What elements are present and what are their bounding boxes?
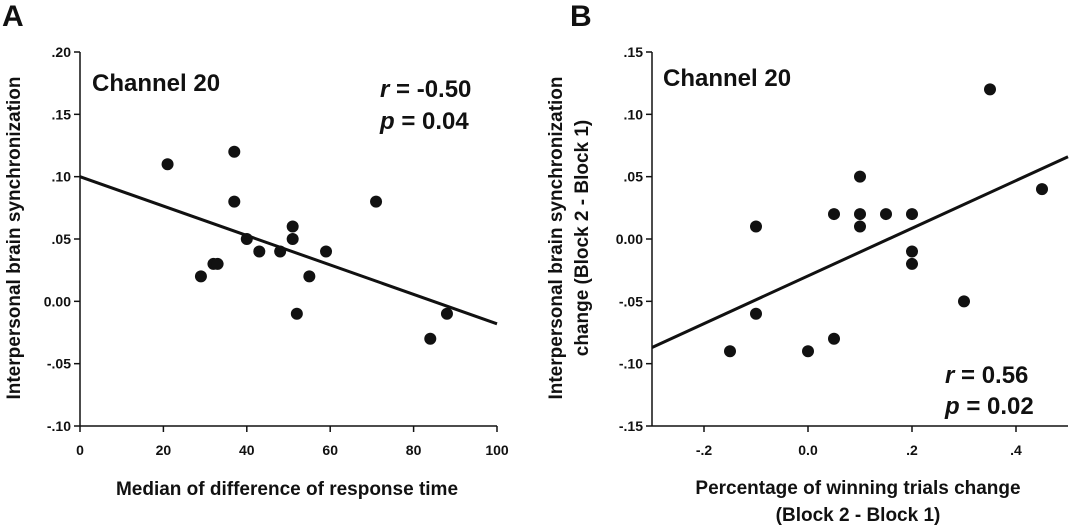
data-point	[228, 195, 241, 208]
data-point	[211, 257, 224, 270]
panel-b-x-axis-label-line2: (Block 2 - Block 1)	[776, 505, 941, 526]
y-tick-label: .10	[52, 169, 72, 185]
y-tick-label: -.05	[47, 356, 71, 372]
data-point	[828, 332, 840, 345]
x-tick-label: 40	[239, 442, 255, 458]
regression-line	[79, 175, 498, 326]
data-point	[1036, 183, 1048, 196]
panel-b-letter: B	[570, 0, 592, 33]
x-tick-label: .4	[1010, 442, 1022, 458]
panel-a-x-axis-label: Median of difference of response time	[116, 479, 458, 500]
x-tick-label: -.2	[696, 442, 713, 458]
panel-b-y-axis-label-line1: Interpersonal brain synchronization	[546, 76, 567, 399]
data-point	[228, 145, 241, 158]
y-tick-label: .10	[624, 106, 644, 122]
data-point	[424, 332, 437, 345]
x-tick-label: 20	[156, 442, 172, 458]
panel-a-letter: A	[2, 0, 24, 33]
data-point	[854, 220, 866, 233]
data-point	[750, 220, 762, 233]
data-point	[320, 245, 333, 258]
data-point	[724, 345, 736, 358]
x-tick-label: 100	[485, 442, 509, 458]
panel-b-x-ticks: -.2 0.0 .2 .4	[696, 426, 1022, 458]
y-tick-label: -.05	[619, 293, 643, 309]
data-point	[906, 257, 918, 270]
panel-b-y-axis-label-line2: change (Block 2 - Block 1)	[572, 120, 593, 357]
panel-a-p-stat: p = 0.04	[379, 108, 469, 135]
data-point	[240, 233, 253, 245]
data-point	[303, 270, 316, 283]
panel-b-p-stat: p = 0.02	[944, 393, 1034, 420]
y-tick-label: .05	[52, 231, 72, 247]
y-tick-label: .05	[624, 169, 644, 185]
panel-a-r-stat: r = -0.50	[380, 76, 471, 103]
y-tick-label: 0.00	[44, 293, 71, 309]
data-point	[440, 307, 453, 320]
panel-b-x-axis-label-line1: Percentage of winning trials change	[695, 478, 1020, 499]
panel-a-channel-label: Channel 20	[92, 70, 220, 97]
data-point	[828, 208, 840, 221]
y-tick-label: 0.00	[616, 231, 643, 247]
data-point	[274, 245, 287, 258]
panel-b-y-ticks: -.15 -.10 -.05 0.00 .05 .10 .15	[616, 44, 652, 434]
y-tick-label: -.10	[619, 356, 643, 372]
panel-a-x-ticks: 0 20 40 60 80 100	[76, 426, 509, 458]
panel-b: B -.15 -.10 -.05 0.00 .05 .10 .15 -.2 0.0 .2 .4 C…	[546, 0, 1069, 526]
data-point	[906, 208, 918, 221]
data-point	[802, 345, 814, 358]
y-tick-label: .20	[52, 44, 72, 60]
data-point	[854, 208, 866, 221]
data-point	[194, 270, 207, 283]
data-point	[906, 245, 918, 258]
data-point	[750, 307, 762, 320]
panel-b-channel-label: Channel 20	[663, 65, 791, 92]
data-point	[854, 170, 866, 183]
panel-b-r-stat: r = 0.56	[945, 362, 1028, 389]
panel-a-y-ticks: -.10 -.05 0.00 .05 .10 .15 .20	[44, 44, 80, 434]
x-tick-label: 60	[322, 442, 338, 458]
data-point	[880, 208, 892, 221]
data-point	[958, 295, 970, 308]
data-point	[290, 307, 303, 320]
panel-a-points	[161, 145, 453, 345]
y-tick-label: .15	[624, 44, 644, 60]
y-tick-label: -.10	[47, 418, 71, 434]
data-point	[370, 195, 383, 208]
x-tick-label: 0.0	[798, 442, 818, 458]
data-point	[161, 158, 174, 171]
panel-b-regression-line	[651, 155, 1069, 349]
data-point	[984, 83, 996, 96]
data-point	[286, 220, 299, 233]
data-point	[253, 245, 266, 258]
x-tick-label: 0	[76, 442, 84, 458]
regression-line	[651, 155, 1069, 349]
panel-a-regression-line	[79, 175, 498, 326]
panel-a: A -.10-.050.00.05.10.15.20 0 20 40 60 80 100 …	[2, 0, 509, 500]
y-tick-label: .15	[52, 106, 72, 122]
y-tick-label: -.15	[619, 418, 643, 434]
panel-a-y-axis-label: Interpersonal brain synchronization	[4, 76, 25, 399]
x-tick-label: .2	[906, 442, 918, 458]
x-tick-label: 80	[406, 442, 422, 458]
panel-b-points	[724, 83, 1048, 358]
data-point	[286, 233, 299, 245]
